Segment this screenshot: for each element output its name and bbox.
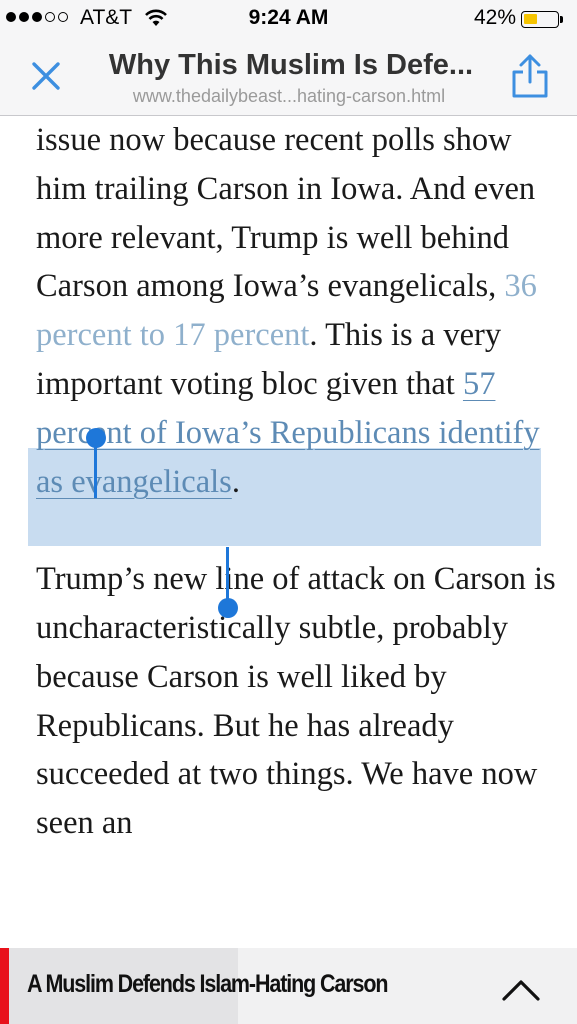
battery-tip [560, 16, 563, 23]
selection-end-knob[interactable] [218, 598, 238, 618]
chevron-up-icon[interactable] [500, 977, 542, 1003]
reading-progress [0, 948, 238, 1024]
page-url[interactable]: www.thedailybeast...hating-carson.html [132, 86, 446, 106]
battery-icon [521, 11, 559, 28]
share-icon[interactable] [509, 52, 551, 100]
article-paragraph: Trump’s new line of attack on Carson is … [36, 561, 556, 842]
signal-strength-icon [6, 12, 68, 22]
close-icon[interactable] [26, 56, 66, 96]
selection-end-handle[interactable] [226, 547, 229, 605]
text-selection-highlight [28, 448, 541, 546]
article-link-evangelicals[interactable]: 57 percent of Iowa’s Republicans identif… [36, 365, 540, 500]
story-title[interactable]: A Muslim Defends Islam-Hating Carson [27, 970, 388, 998]
story-bar[interactable]: A Muslim Defends Islam-Hating Carson [0, 948, 577, 1024]
story-accent [0, 948, 9, 1024]
carrier-label: AT&T [80, 6, 133, 29]
browser-nav-bar: Why This Muslim Is Defe... www.thedailyb… [0, 36, 577, 116]
article-paragraph: issue now because recent polls show him … [36, 122, 540, 500]
selection-start-handle[interactable] [94, 440, 97, 498]
selection-start-knob[interactable] [86, 428, 106, 448]
wifi-icon [145, 9, 167, 26]
battery-percentage: 42% [474, 6, 517, 29]
article-body: issue now because recent polls show him … [36, 116, 556, 848]
clock: 9:24 AM [248, 6, 329, 29]
article-link-poll[interactable]: 36 percent to 17 percent [36, 268, 537, 354]
status-bar: AT&T 9:24 AM 42% [0, 0, 577, 36]
page-title: Why This Muslim Is Defe... [108, 49, 474, 81]
